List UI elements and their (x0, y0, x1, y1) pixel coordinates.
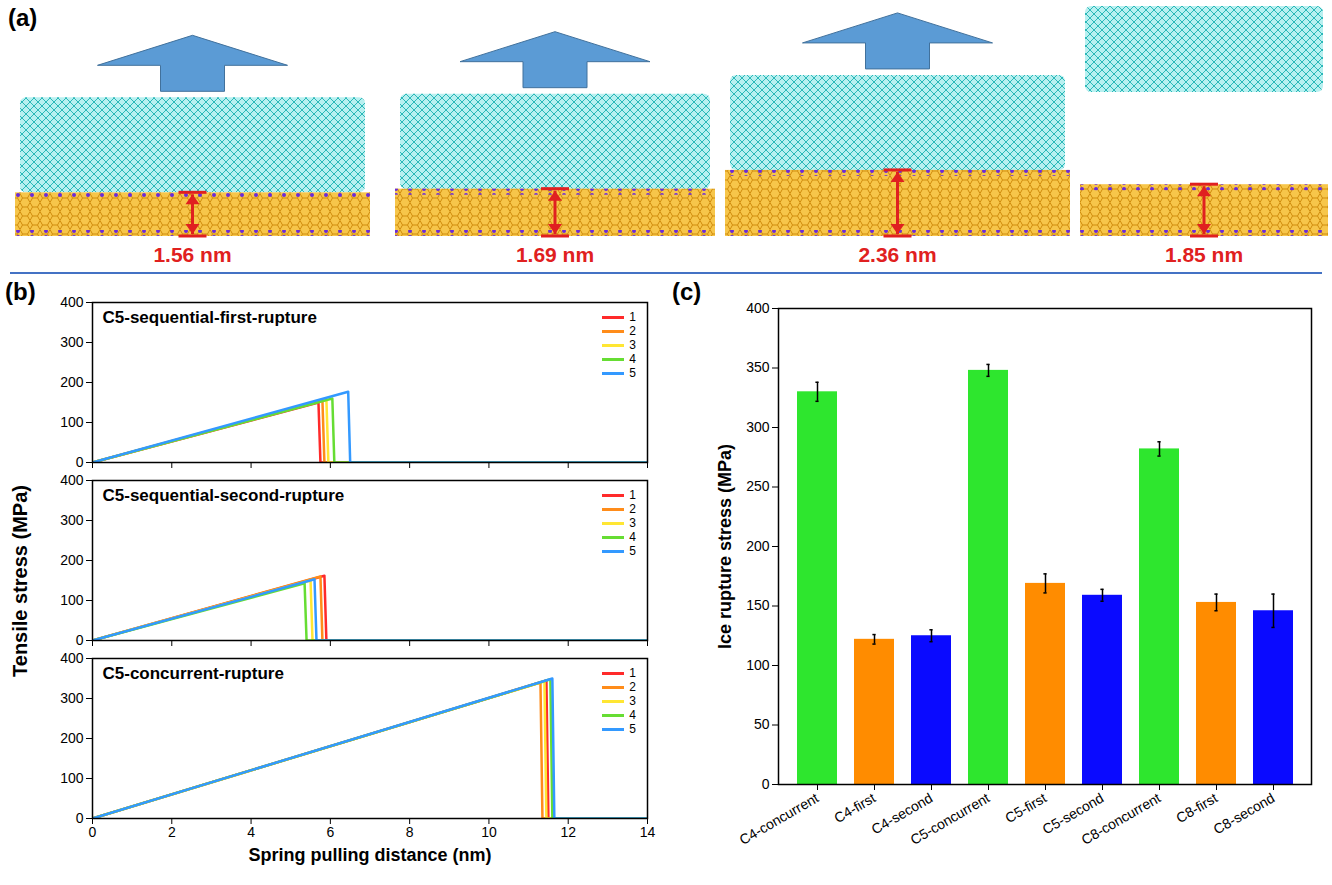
svg-text:8: 8 (406, 824, 414, 840)
html-text:(c): (c) (672, 278, 702, 305)
html-text:4: 4 (629, 708, 636, 722)
svg-text:100: 100 (60, 770, 84, 786)
html-text:5: 5 (629, 544, 636, 558)
svg-text:C5-concurrent: C5-concurrent (907, 790, 992, 848)
svg-text:0: 0 (89, 824, 97, 840)
svg-text:Spring pulling distance (nm): Spring pulling distance (nm) (249, 845, 492, 865)
svg-text:(a): (a) (8, 4, 37, 31)
html-text:4: 4 (629, 530, 636, 544)
svg-text:200: 200 (60, 730, 84, 746)
svg-text:C4-second: C4-second (868, 789, 936, 838)
svg-text:300: 300 (60, 690, 84, 706)
html-text:2: 2 (629, 502, 636, 516)
html-text:1: 1 (629, 666, 636, 680)
html-text:3: 3 (629, 338, 636, 352)
svg-text:200: 200 (60, 552, 84, 568)
html-text:4: 4 (629, 352, 636, 366)
html-text:3: 3 (629, 516, 636, 530)
svg-text:C5-sequential-first-rupture: C5-sequential-first-rupture (103, 308, 317, 327)
html-text:(b): (b) (5, 278, 36, 305)
html-text:Tensile stress (MPa): Tensile stress (MPa) (9, 485, 31, 677)
svg-text:200: 200 (746, 538, 770, 554)
svg-text:400: 400 (60, 650, 84, 666)
svg-text:C5-second: C5-second (1039, 789, 1107, 838)
html-text:3: 3 (629, 694, 636, 708)
svg-text:50: 50 (754, 716, 770, 732)
svg-text:1.69 nm: 1.69 nm (516, 243, 594, 266)
svg-text:400: 400 (60, 472, 84, 488)
svg-text:1.56 nm: 1.56 nm (153, 243, 231, 266)
svg-text:300: 300 (60, 512, 84, 528)
svg-text:400: 400 (746, 300, 770, 316)
svg-text:0: 0 (76, 632, 84, 648)
svg-text:C8-first: C8-first (1173, 790, 1220, 826)
svg-text:10: 10 (481, 824, 497, 840)
svg-text:400: 400 (60, 294, 84, 310)
html-text:1: 1 (629, 488, 636, 502)
svg-text:C8-concurrent: C8-concurrent (1078, 790, 1163, 848)
svg-text:C5-sequential-second-rupture: C5-sequential-second-rupture (103, 486, 345, 505)
svg-text:300: 300 (746, 419, 770, 435)
svg-text:350: 350 (746, 359, 770, 375)
svg-text:12: 12 (560, 824, 576, 840)
svg-text:250: 250 (746, 478, 770, 494)
html-text:2: 2 (629, 324, 636, 338)
svg-text:200: 200 (60, 374, 84, 390)
svg-text:C8-second: C8-second (1211, 790, 1278, 838)
html-text:2: 2 (629, 680, 636, 694)
svg-text:100: 100 (60, 592, 84, 608)
svg-text:2.36 nm: 2.36 nm (858, 243, 936, 266)
html-text:1: 1 (629, 310, 636, 324)
html-text:5: 5 (629, 366, 636, 380)
svg-text:150: 150 (746, 597, 770, 613)
html-text:5: 5 (629, 722, 636, 736)
svg-text:C4-concurrent: C4-concurrent (736, 790, 821, 848)
svg-text:300: 300 (60, 334, 84, 350)
svg-text:0: 0 (76, 454, 84, 470)
svg-text:4: 4 (247, 824, 255, 840)
svg-text:2: 2 (168, 824, 176, 840)
svg-text:C5-concurrent-rupture: C5-concurrent-rupture (103, 664, 284, 683)
svg-text:0: 0 (762, 776, 770, 792)
svg-text:0: 0 (76, 810, 84, 826)
svg-text:100: 100 (60, 414, 84, 430)
svg-text:100: 100 (746, 657, 770, 673)
svg-text:6: 6 (326, 824, 334, 840)
svg-text:14: 14 (640, 824, 656, 840)
svg-text:C5-first: C5-first (1002, 790, 1049, 826)
svg-text:Ice rupture stress (MPa): Ice rupture stress (MPa) (715, 444, 735, 649)
svg-text:1.85 nm: 1.85 nm (1165, 243, 1243, 266)
svg-text:C4-first: C4-first (831, 790, 878, 826)
